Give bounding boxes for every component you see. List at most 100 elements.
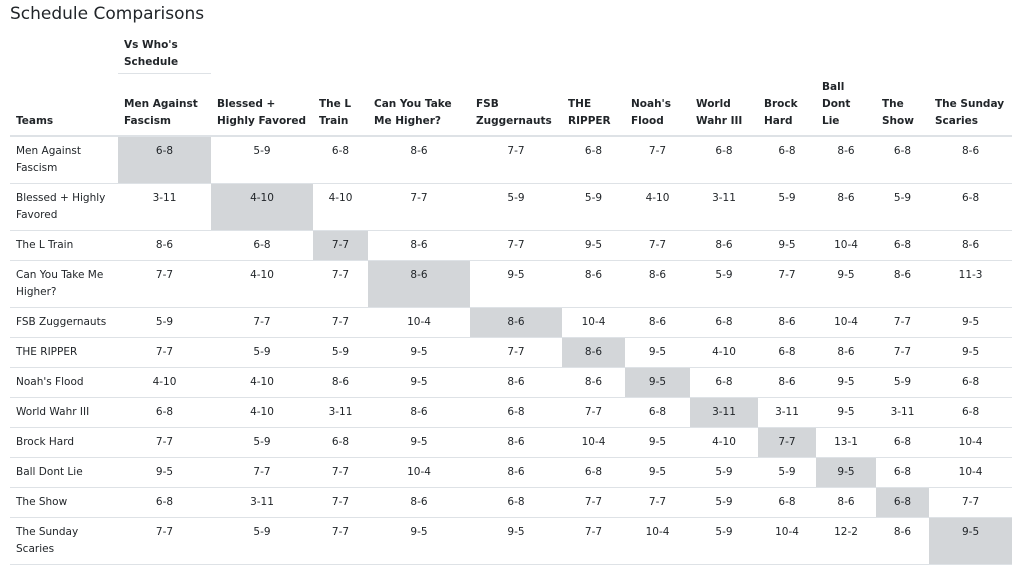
page-title: Schedule Comparisons [10, 4, 205, 24]
record-cell: 8-6 [816, 182, 876, 230]
record-cell: 7-7 [625, 229, 690, 260]
record-cell: 10-4 [758, 516, 816, 565]
record-cell: 6-8 [625, 396, 690, 427]
team-name: Men Against Fascism [10, 135, 118, 183]
record-cell: 5-9 [876, 182, 929, 230]
record-cell: 6-8 [562, 456, 625, 487]
header-spacer [10, 32, 118, 74]
column-header: Brock Hard [758, 73, 816, 137]
record-cell: 6-8 [690, 306, 758, 337]
record-cell: 6-8 [758, 336, 816, 367]
record-cell: 7-7 [876, 306, 929, 337]
record-cell: 8-6 [625, 306, 690, 337]
record-cell: 6-8 [313, 135, 368, 183]
table-row: Men Against Fascism 6-8 5-9 6-8 8-6 7-7 6-8 7-7… [10, 135, 1013, 183]
column-header: Noah's Flood [625, 73, 690, 137]
record-cell: 6-8 [876, 135, 929, 183]
record-cell: 8-6 [625, 259, 690, 307]
record-cell: 6-8 [211, 229, 313, 260]
own-record-cell: 4-10 [211, 182, 313, 230]
record-cell: 8-6 [929, 135, 1013, 183]
record-cell: 7-7 [929, 486, 1013, 517]
own-record-cell: 7-7 [758, 426, 816, 457]
column-header: The L Train [313, 73, 368, 137]
record-cell: 5-9 [690, 456, 758, 487]
table-row: Brock Hard 7-7 5-9 6-8 9-5 8-6 10-4 9-5 4-10 7-7 1… [10, 426, 1013, 457]
record-cell: 8-6 [816, 486, 876, 517]
record-cell: 9-5 [625, 426, 690, 457]
record-cell: 8-6 [368, 486, 470, 517]
record-cell: 5-9 [690, 486, 758, 517]
record-cell: 7-7 [118, 336, 211, 367]
record-cell: 12-2 [816, 516, 876, 565]
column-header: Men Against Fascism [118, 73, 211, 137]
record-cell: 9-5 [816, 396, 876, 427]
table-row: Blessed + Highly Favored 3-11 4-10 4-10 7-7 5… [10, 182, 1013, 230]
record-cell: 10-4 [562, 306, 625, 337]
record-cell: 7-7 [876, 336, 929, 367]
own-record-cell: 8-6 [470, 306, 562, 337]
record-cell: 6-8 [118, 486, 211, 517]
record-cell: 3-11 [211, 486, 313, 517]
team-name: World Wahr III [10, 396, 118, 427]
record-cell: 7-7 [313, 516, 368, 565]
column-header: The Sunday Scaries [929, 73, 1013, 137]
table-row: THE RIPPER 7-7 5-9 5-9 9-5 7-7 8-6 9-5 4-10 6-8 8-… [10, 336, 1013, 367]
record-cell: 7-7 [470, 229, 562, 260]
record-cell: 5-9 [758, 456, 816, 487]
record-cell: 10-4 [929, 456, 1013, 487]
record-cell: 8-6 [816, 135, 876, 183]
header-spacer [211, 32, 1012, 74]
record-cell: 8-6 [470, 456, 562, 487]
record-cell: 3-11 [118, 182, 211, 230]
record-cell: 5-9 [211, 426, 313, 457]
record-cell: 5-9 [690, 259, 758, 307]
record-cell: 6-8 [758, 135, 816, 183]
team-name: Brock Hard [10, 426, 118, 457]
team-name: Ball Dont Lie [10, 456, 118, 487]
record-cell: 8-6 [758, 306, 816, 337]
record-cell: 8-6 [562, 259, 625, 307]
record-cell: 6-8 [562, 135, 625, 183]
record-cell: 5-9 [118, 306, 211, 337]
table-row: The L Train 8-6 6-8 7-7 8-6 7-7 9-5 7-7 8-6 9-5 10… [10, 229, 1013, 260]
record-cell: 9-5 [368, 516, 470, 565]
schedule-comparison-table: Vs Who's Schedule Teams Men Against Fasc… [10, 32, 1013, 565]
record-cell: 9-5 [368, 336, 470, 367]
record-cell: 6-8 [470, 486, 562, 517]
own-record-cell: 9-5 [625, 366, 690, 397]
record-cell: 9-5 [816, 366, 876, 397]
record-cell: 13-1 [816, 426, 876, 457]
record-cell: 6-8 [690, 366, 758, 397]
record-cell: 8-6 [690, 229, 758, 260]
record-cell: 10-4 [816, 229, 876, 260]
record-cell: 8-6 [470, 366, 562, 397]
own-record-cell: 8-6 [562, 336, 625, 367]
record-cell: 6-8 [313, 426, 368, 457]
record-cell: 10-4 [368, 456, 470, 487]
column-header: World Wahr III [690, 73, 758, 137]
table-row: Can You Take Me Higher? 7-7 4-10 7-7 8-6 9-5 8… [10, 259, 1013, 307]
team-name: FSB Zuggernauts [10, 306, 118, 337]
record-cell: 8-6 [470, 426, 562, 457]
record-cell: 11-3 [929, 259, 1013, 307]
team-name: THE RIPPER [10, 336, 118, 367]
table-row: World Wahr III 6-8 4-10 3-11 8-6 6-8 7-7 6-8 3-1… [10, 396, 1013, 427]
record-cell: 8-6 [816, 336, 876, 367]
record-cell: 10-4 [929, 426, 1013, 457]
record-cell: 9-5 [118, 456, 211, 487]
record-cell: 7-7 [313, 306, 368, 337]
table-row: Noah's Flood 4-10 4-10 8-6 9-5 8-6 8-6 9-5 6-8 8-… [10, 366, 1013, 397]
record-cell: 5-9 [876, 366, 929, 397]
record-cell: 9-5 [929, 306, 1013, 337]
record-cell: 7-7 [470, 336, 562, 367]
record-cell: 3-11 [758, 396, 816, 427]
own-record-cell: 7-7 [313, 229, 368, 260]
record-cell: 9-5 [368, 366, 470, 397]
record-cell: 10-4 [368, 306, 470, 337]
table-row: The Sunday Scaries 7-7 5-9 7-7 9-5 9-5 7-7 10-4… [10, 516, 1013, 565]
own-record-cell: 9-5 [929, 516, 1013, 565]
record-cell: 5-9 [690, 516, 758, 565]
table-row: FSB Zuggernauts 5-9 7-7 7-7 10-4 8-6 10-4 8-6 6-… [10, 306, 1013, 337]
record-cell: 9-5 [758, 229, 816, 260]
